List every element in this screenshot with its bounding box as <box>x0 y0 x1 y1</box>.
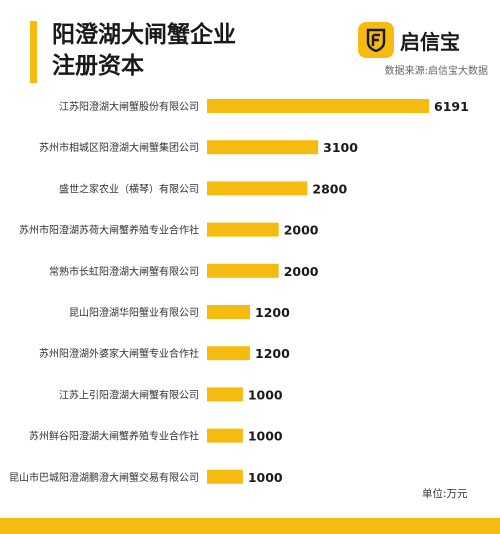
category-label: 常熟市长虹阳澄湖大闸蟹有限公司 <box>49 265 199 278</box>
value-label: 6191 <box>434 99 469 114</box>
category-label: 江苏阳澄湖大闸蟹股份有限公司 <box>59 100 199 113</box>
qixinbao-logo-icon <box>358 22 394 58</box>
bar <box>207 99 429 113</box>
bar <box>207 181 308 196</box>
value-label: 1000 <box>248 387 283 402</box>
category-label: 昆山市巴城阳澄湖鹏澄大闸蟹交易有限公司 <box>9 471 199 484</box>
category-label: 苏州市阳澄湖苏荷大闸蟹养殖专业合作社 <box>19 224 199 237</box>
bar <box>207 140 319 155</box>
bar <box>207 263 279 278</box>
bar <box>207 428 243 443</box>
bar <box>207 305 251 319</box>
category-label: 苏州市相城区阳澄湖大闸蟹集团公司 <box>39 141 199 154</box>
unit-label: 单位:万元 <box>422 488 468 500</box>
bar-chart: 江苏阳澄湖大闸蟹股份有限公司 6191 苏州市相城区阳澄湖大闸蟹集团公司 3100 盛世… <box>9 99 469 485</box>
page-title-line-2: 注册资本 <box>52 53 144 79</box>
bar <box>207 387 243 402</box>
value-label: 1000 <box>248 470 283 485</box>
category-label: 昆山阳澄湖华阳蟹业有限公司 <box>69 306 199 319</box>
value-label: 2000 <box>284 264 319 279</box>
category-label: 苏州阳澄湖外婆家大闸蟹专业合作社 <box>39 347 199 360</box>
bar <box>207 469 243 484</box>
bar <box>207 346 251 361</box>
bottom-band <box>0 518 500 534</box>
value-label: 1000 <box>248 429 283 444</box>
page-title-line-1: 阳澄湖大闸蟹企业 <box>52 22 236 48</box>
data-source: 数据来源:启信宝大数据 <box>384 66 488 77</box>
category-label: 江苏上引阳澄湖大闸蟹有限公司 <box>59 388 199 401</box>
bar <box>207 222 279 237</box>
category-label: 盛世之家农业（横琴）有限公司 <box>59 182 199 195</box>
value-label: 1200 <box>255 305 290 320</box>
title-accent-bar <box>30 21 37 83</box>
brand-logo: 启信宝 <box>358 22 460 58</box>
logo-text: 启信宝 <box>400 29 460 54</box>
value-label: 1200 <box>255 346 290 361</box>
value-label: 2000 <box>284 223 319 238</box>
value-label: 3100 <box>323 140 358 155</box>
value-label: 2800 <box>312 181 347 196</box>
category-label: 苏州鲜谷阳澄湖大闸蟹养殖专业合作社 <box>29 430 199 443</box>
